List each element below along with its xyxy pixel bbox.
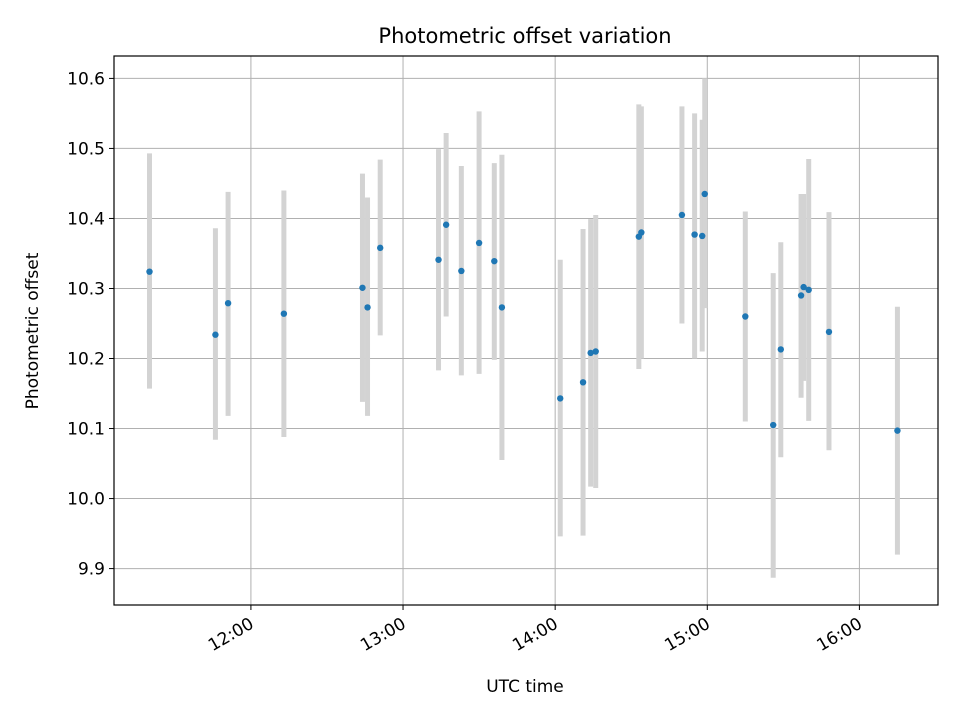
y-tick-label: 10.4	[67, 209, 105, 229]
y-tick-label: 10.2	[67, 350, 105, 370]
y-tick-label: 10.3	[67, 279, 105, 299]
data-point	[894, 427, 901, 434]
data-point	[699, 232, 706, 240]
data-point	[491, 257, 498, 265]
data-point	[592, 348, 599, 355]
data-point	[777, 346, 785, 353]
data-point	[701, 190, 708, 198]
y-axis-label: Photometric offset	[23, 252, 43, 409]
data-point	[377, 244, 384, 252]
data-point	[458, 267, 465, 275]
x-axis-label: UTC time	[486, 677, 564, 697]
data-point	[797, 292, 805, 299]
data-point	[224, 299, 232, 307]
plot-frame	[113, 55, 939, 606]
y-tick-label: 10.5	[67, 139, 105, 159]
data-points	[146, 190, 901, 434]
data-point	[579, 379, 587, 386]
y-tick-label: 10.6	[67, 69, 105, 89]
data-point	[475, 239, 483, 247]
data-point	[825, 328, 833, 336]
y-tick-label: 10.1	[67, 420, 105, 440]
data-point	[770, 421, 777, 429]
data-point	[442, 221, 450, 228]
data-point	[212, 331, 219, 338]
data-point	[364, 304, 371, 311]
y-tick-label: 9.9	[78, 560, 105, 580]
data-point	[805, 286, 812, 294]
data-point	[678, 211, 686, 219]
data-point	[557, 395, 564, 402]
data-point	[280, 310, 288, 317]
data-point	[146, 268, 153, 275]
data-point	[638, 229, 645, 236]
data-point	[498, 304, 506, 311]
data-point	[435, 256, 442, 263]
y-axis-ticks: 9.9 10.0 10.1 10.2 10.3 10.4 10.5 10.6	[67, 69, 114, 580]
chart-title: Photometric offset variation	[378, 24, 671, 48]
data-point	[587, 349, 594, 357]
data-point	[359, 284, 366, 291]
data-point	[800, 283, 807, 291]
data-point	[742, 313, 749, 320]
y-tick-label: 10.0	[67, 490, 105, 510]
data-point	[691, 231, 698, 238]
